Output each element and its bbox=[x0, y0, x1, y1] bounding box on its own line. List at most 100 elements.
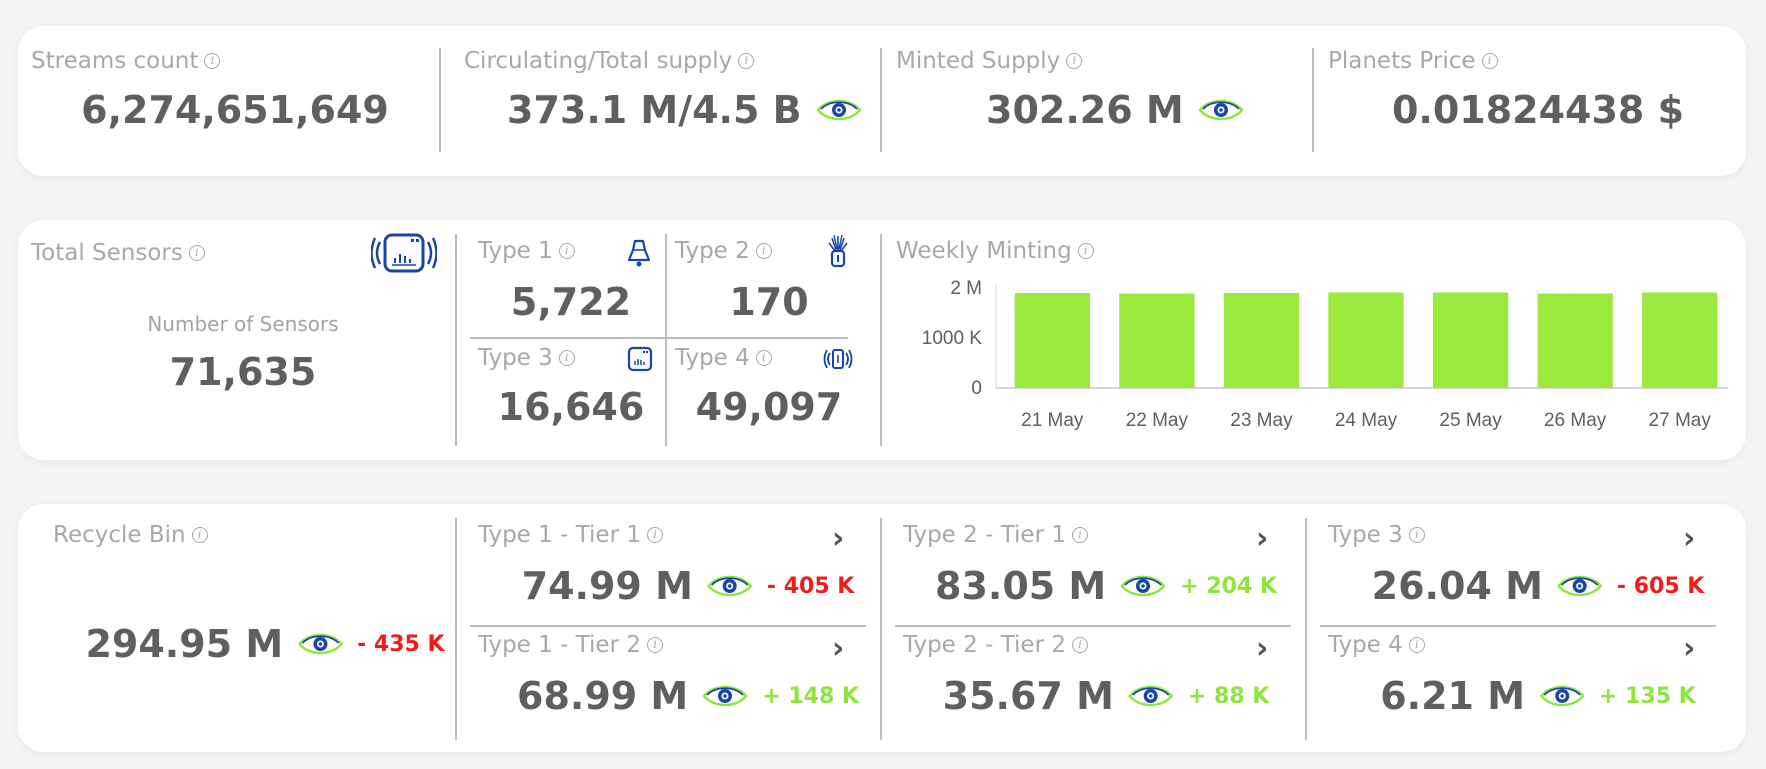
type-1-tier-2-chevron-icon[interactable]: › bbox=[832, 631, 845, 666]
type-2-tier-2-delta: + 88 K bbox=[1187, 683, 1270, 709]
divider bbox=[880, 234, 882, 446]
info-icon[interactable]: i bbox=[558, 243, 575, 259]
summary-card: Streams count i 6,274,651,649 Circulating… bbox=[18, 26, 1746, 176]
eye-icon[interactable] bbox=[1198, 97, 1244, 123]
eye-icon[interactable] bbox=[707, 573, 753, 599]
divider bbox=[1312, 48, 1314, 152]
type-4-bin-chevron-icon[interactable]: › bbox=[1683, 631, 1696, 666]
minting-bar[interactable] bbox=[1328, 292, 1404, 389]
x-tick-label: 22 May bbox=[1126, 410, 1189, 431]
eye-icon[interactable] bbox=[1120, 573, 1166, 599]
y-tick-label: 1000 K bbox=[922, 328, 983, 349]
bell-sensor-icon bbox=[627, 239, 651, 267]
minting-bar[interactable] bbox=[1537, 293, 1613, 389]
info-icon[interactable]: i bbox=[1077, 243, 1094, 259]
type-3-bin-delta: - 605 K bbox=[1616, 573, 1705, 599]
antenna-sensor-icon bbox=[828, 234, 848, 268]
eye-icon[interactable] bbox=[702, 683, 748, 709]
chart-box-icon bbox=[627, 346, 653, 372]
recycle-bin-label: Recycle Bin i bbox=[53, 522, 208, 548]
eye-icon[interactable] bbox=[1557, 573, 1603, 599]
divider bbox=[1305, 518, 1307, 740]
planets-price-value: 0.01824438 $ bbox=[1391, 88, 1685, 132]
supply-value: 373.1 M/4.5 B bbox=[507, 88, 862, 132]
type-2-tier-1-chevron-icon[interactable]: › bbox=[1256, 521, 1269, 556]
sensor-device-icon bbox=[371, 233, 437, 273]
streams-count-label: Streams count i bbox=[31, 48, 221, 74]
type-1-tier-2-value: 68.99 M + 148 K bbox=[517, 674, 859, 718]
minting-bar[interactable] bbox=[1119, 293, 1195, 389]
divider bbox=[895, 625, 1291, 627]
minting-bar[interactable] bbox=[1223, 293, 1300, 388]
eye-icon[interactable] bbox=[816, 97, 862, 123]
divider bbox=[880, 48, 882, 152]
number-of-sensors-label: Number of Sensors bbox=[147, 312, 339, 336]
minting-bar[interactable] bbox=[1432, 292, 1509, 389]
type-2-tier-2-chevron-icon[interactable]: › bbox=[1256, 631, 1269, 666]
y-tick-label: 0 bbox=[971, 378, 982, 399]
divider bbox=[439, 48, 441, 152]
eye-icon[interactable] bbox=[1128, 683, 1174, 709]
info-icon[interactable]: i bbox=[1408, 637, 1425, 653]
signal-device-icon bbox=[823, 349, 853, 369]
info-icon[interactable]: i bbox=[188, 245, 205, 261]
type-2-tier-1-value: 83.05 M + 204 K bbox=[935, 564, 1277, 608]
divider bbox=[1320, 625, 1716, 627]
minting-bar[interactable] bbox=[1642, 292, 1718, 389]
x-tick-label: 21 May bbox=[1021, 410, 1084, 431]
divider bbox=[455, 518, 457, 740]
minted-supply-label: Minted Supply i bbox=[896, 48, 1083, 74]
minting-bar[interactable] bbox=[1014, 293, 1090, 388]
type-2-tier-2-value: 35.67 M + 88 K bbox=[942, 674, 1270, 718]
divider bbox=[470, 625, 866, 627]
info-icon[interactable]: i bbox=[755, 350, 772, 366]
type-3-bin-chevron-icon[interactable]: › bbox=[1683, 521, 1696, 556]
recycle-bin-delta: - 435 K bbox=[357, 631, 445, 657]
number-of-sensors-value: 71,635 bbox=[169, 350, 317, 394]
info-icon[interactable]: i bbox=[1066, 53, 1083, 69]
type-1-tier-1-chevron-icon[interactable]: › bbox=[832, 521, 845, 556]
divider bbox=[665, 234, 667, 446]
info-icon[interactable]: i bbox=[558, 350, 575, 366]
divider bbox=[455, 234, 457, 446]
type-4-bin-delta: + 135 K bbox=[1599, 683, 1696, 709]
info-icon[interactable]: i bbox=[646, 637, 663, 653]
info-icon[interactable]: i bbox=[191, 527, 208, 543]
x-tick-label: 25 May bbox=[1439, 410, 1502, 431]
info-icon[interactable]: i bbox=[1071, 637, 1088, 653]
sensors-card: Total Sensors i Number of Sensors 71,635 … bbox=[18, 220, 1746, 460]
info-icon[interactable]: i bbox=[755, 243, 772, 259]
info-icon[interactable]: i bbox=[1408, 527, 1425, 543]
type-1-value: 5,722 bbox=[510, 280, 632, 324]
planets-price-label: Planets Price i bbox=[1328, 48, 1498, 74]
x-tick-label: 23 May bbox=[1230, 410, 1293, 431]
type-2-value: 170 bbox=[729, 280, 809, 324]
supply-label: Circulating/Total supply i bbox=[464, 48, 755, 74]
x-tick-label: 26 May bbox=[1544, 410, 1607, 431]
streams-count-value: 6,274,651,649 bbox=[81, 88, 389, 132]
recycle-bin-value: 294.95 M - 435 K bbox=[85, 622, 445, 666]
weekly-minting-chart: 0 1000 K 2 M 21 May 22 May 23 May 24 May 25 May… bbox=[922, 278, 1728, 431]
info-icon[interactable]: i bbox=[204, 53, 221, 69]
info-icon[interactable]: i bbox=[646, 527, 663, 543]
eye-icon[interactable] bbox=[297, 631, 343, 657]
x-tick-label: 27 May bbox=[1649, 410, 1712, 431]
eye-icon[interactable] bbox=[1539, 683, 1585, 709]
minted-supply-value: 302.26 M bbox=[986, 88, 1244, 132]
type-2-tier-1-delta: + 204 K bbox=[1180, 573, 1277, 599]
info-icon[interactable]: i bbox=[1481, 53, 1498, 69]
type-3-bin-value: 26.04 M - 605 K bbox=[1371, 564, 1705, 608]
info-icon[interactable]: i bbox=[1071, 527, 1088, 543]
info-icon[interactable]: i bbox=[738, 53, 755, 69]
total-sensors-label: Total Sensors i bbox=[31, 240, 205, 266]
divider bbox=[880, 518, 882, 740]
type-1-tier-2-delta: + 148 K bbox=[762, 683, 859, 709]
